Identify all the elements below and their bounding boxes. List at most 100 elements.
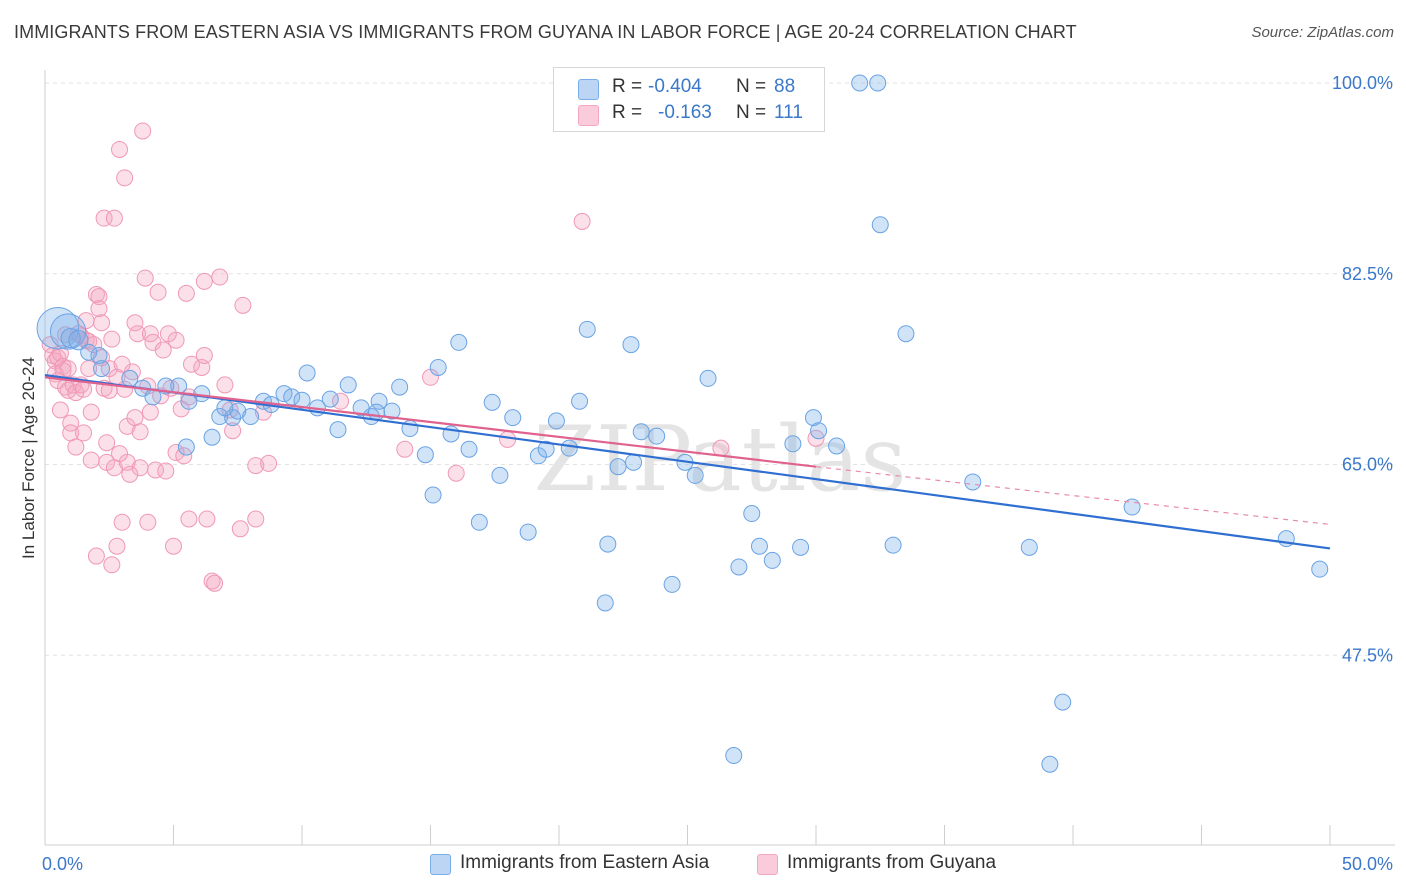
eastern-asia-point <box>242 408 260 426</box>
guyana-point <box>139 513 157 531</box>
eastern-asia-point <box>763 551 781 569</box>
eastern-asia-point <box>609 458 627 476</box>
eastern-asia-point <box>869 74 887 92</box>
guyana-point <box>75 424 93 442</box>
guyana-point <box>77 312 95 330</box>
guyana-point <box>82 403 100 421</box>
guyana-point <box>180 510 198 528</box>
guyana-point <box>224 422 242 440</box>
grid-lines <box>45 82 1395 656</box>
eastern-asia-point <box>622 336 640 354</box>
guyana-point <box>105 209 123 227</box>
eastern-asia-point <box>450 333 468 351</box>
guyana-point <box>131 423 149 441</box>
guyana-points <box>41 122 825 592</box>
y-axis-label: In Labor Force | Age 20-24 <box>19 357 38 559</box>
guyana-point <box>182 355 200 373</box>
guyana-point <box>332 392 350 410</box>
guyana-point <box>260 454 278 472</box>
x-tick-label: 50.0% <box>1342 854 1393 874</box>
guyana-point <box>103 330 121 348</box>
eastern-asia-point <box>632 423 650 441</box>
eastern-asia-point <box>216 399 234 417</box>
eastern-asia-point <box>339 376 357 394</box>
guyana-point <box>100 381 118 399</box>
x-tick-label: 0.0% <box>42 854 83 874</box>
guyana-point <box>198 510 216 528</box>
eastern-asia-point <box>1041 755 1059 773</box>
y-tick-label: 47.5% <box>1342 645 1393 665</box>
guyana-point <box>111 140 129 158</box>
guyana-point <box>90 288 108 306</box>
guyana-point <box>247 457 265 475</box>
guyana-point <box>216 376 234 394</box>
guyana-point <box>82 451 100 469</box>
legend-r-value: -0.163 <box>658 102 712 123</box>
guyana-point <box>98 434 116 452</box>
trend-lines <box>44 374 1331 550</box>
eastern-asia-point <box>504 409 522 427</box>
eastern-asia-point <box>203 428 221 446</box>
guyana-point <box>121 465 139 483</box>
guyana-point <box>195 347 213 364</box>
eastern-asia-point <box>90 347 108 364</box>
eastern-asia-point <box>964 473 982 491</box>
guyana-point <box>167 331 185 349</box>
eastern-asia-point <box>804 409 822 427</box>
legend-swatch-blue <box>578 79 599 100</box>
eastern-asia-point <box>429 358 447 376</box>
eastern-asia-point <box>537 440 555 458</box>
eastern-asia-point <box>730 558 748 576</box>
eastern-asia-point <box>321 390 339 408</box>
guyana-point <box>67 438 85 456</box>
eastern-asia-point <box>483 393 501 411</box>
y-tick-label: 82.5% <box>1342 264 1393 284</box>
legend-n-label: N = <box>736 76 767 97</box>
guyana-point <box>113 513 131 531</box>
guyana-point <box>203 572 221 590</box>
eastern-asia-point <box>663 575 681 593</box>
guyana-point <box>165 537 182 555</box>
eastern-asia-point <box>193 385 211 403</box>
eastern-asia-point <box>578 320 596 338</box>
guyana-point <box>59 360 77 378</box>
eastern-asia-point <box>519 523 537 541</box>
source-label: Source: ZipAtlas.com <box>1251 24 1394 41</box>
eastern-asia-point <box>1311 560 1329 578</box>
tick-labels: 47.5% 65.0% 82.5% 100.0% 0.0% 50.0% <box>42 73 1393 874</box>
eastern-asia-point <box>491 466 509 484</box>
eastern-asia-point <box>599 535 617 553</box>
guyana-point <box>206 574 224 592</box>
guyana-point <box>234 296 252 314</box>
legend-r-label: R = <box>612 102 643 123</box>
eastern-asia-point <box>368 403 386 421</box>
guyana-point <box>141 403 159 421</box>
eastern-asia-point <box>391 378 409 396</box>
eastern-asia-point <box>229 402 247 420</box>
eastern-asia-point <box>828 437 846 455</box>
guyana-point <box>157 462 175 480</box>
eastern-asia-point <box>68 330 89 351</box>
bottom-legend-label: Immigrants from Eastern Asia <box>460 852 710 873</box>
guyana-point <box>51 401 69 419</box>
eastern-asia-point <box>571 392 589 410</box>
eastern-asia-point <box>298 364 316 382</box>
guyana-point <box>95 209 113 227</box>
eastern-asia-point <box>60 327 81 349</box>
eastern-asia-point <box>750 537 768 555</box>
guyana-point <box>103 556 121 574</box>
guyana-point <box>712 439 730 457</box>
eastern-asia-point <box>897 325 915 343</box>
eastern-asia-point <box>596 594 614 612</box>
guyana-point <box>87 285 105 303</box>
guyana-point <box>129 325 147 343</box>
guyana-trend-extension <box>815 466 1331 526</box>
guyana-point <box>231 520 249 538</box>
guyana-point <box>154 341 172 359</box>
eastern-asia-point <box>699 369 717 387</box>
eastern-asia-point <box>884 536 902 554</box>
eastern-asia-point <box>211 408 229 426</box>
eastern-asia-point <box>686 466 704 484</box>
guyana-point <box>126 409 144 427</box>
